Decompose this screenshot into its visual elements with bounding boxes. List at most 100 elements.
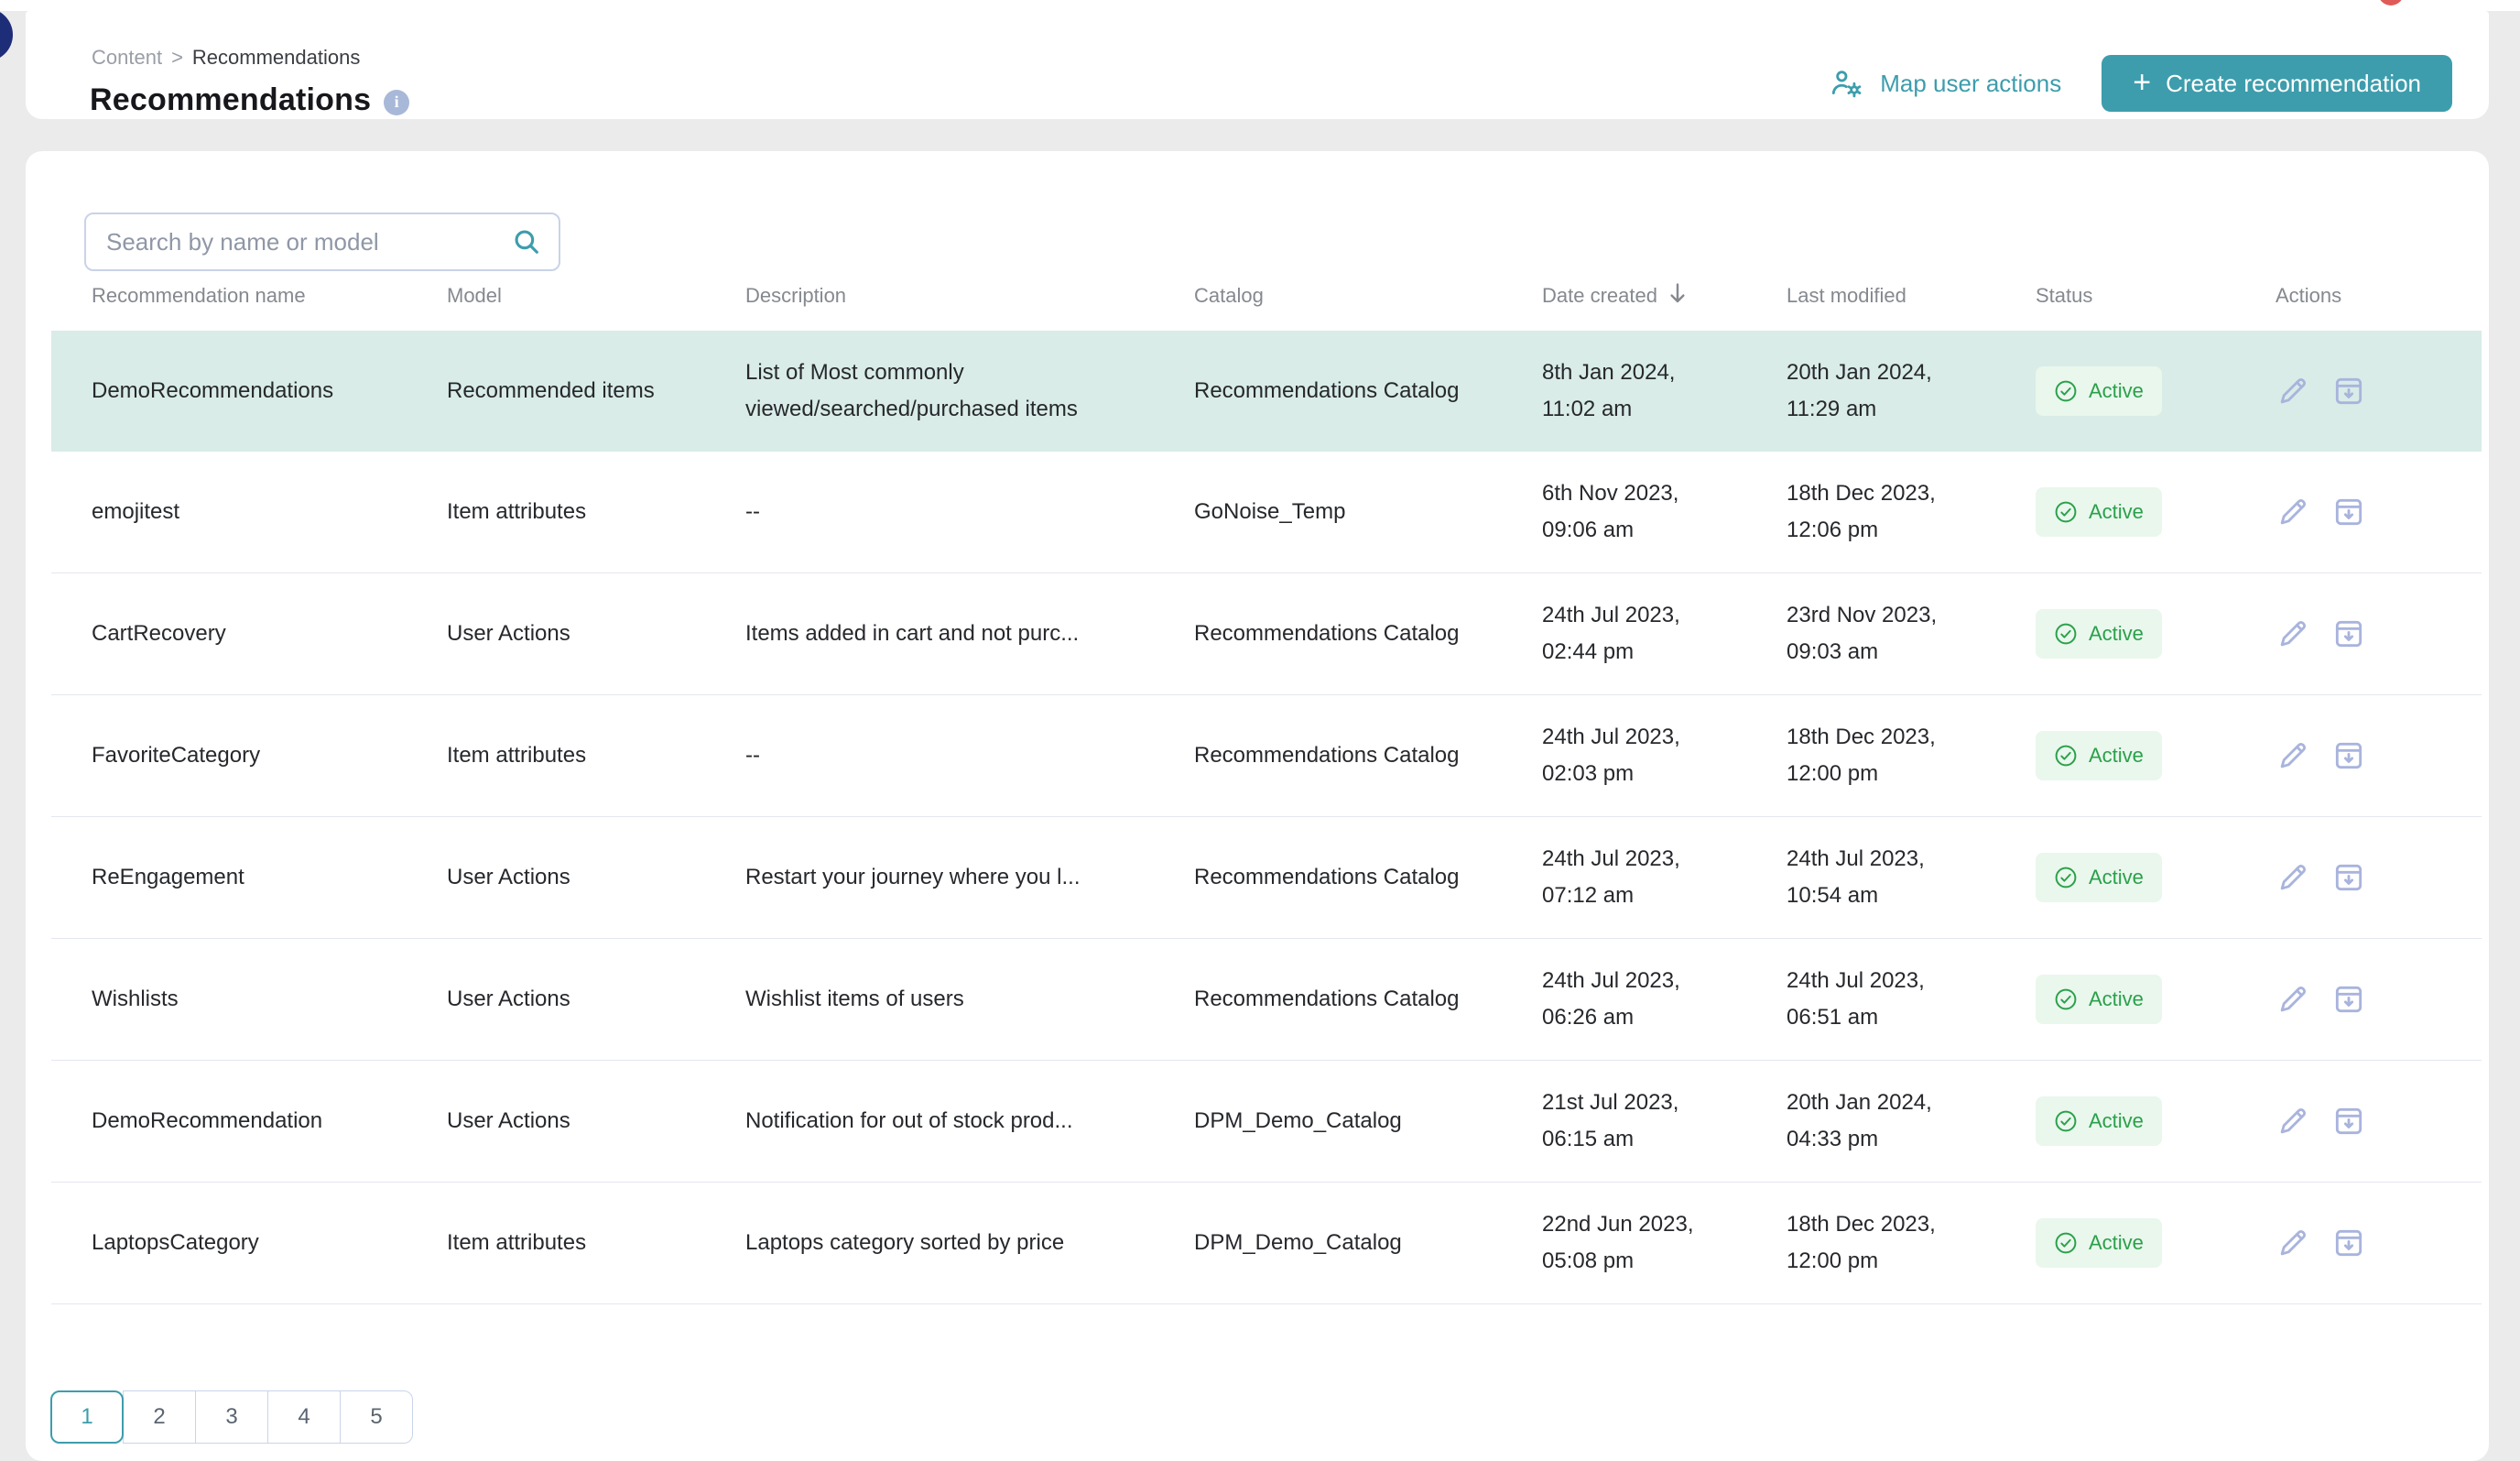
pagination-page-2[interactable]: 2 <box>123 1390 196 1444</box>
edit-pencil-icon[interactable] <box>2276 374 2310 409</box>
column-actions: Actions <box>2276 284 2463 308</box>
sort-descending-icon[interactable] <box>1667 281 1689 311</box>
cell-actions <box>2276 982 2463 1017</box>
cell-model: User Actions <box>447 1108 745 1134</box>
table-row[interactable]: emojitest Item attributes -- GoNoise_Tem… <box>51 452 2482 573</box>
check-circle-icon <box>2054 987 2078 1011</box>
map-user-actions-link[interactable]: Map user actions <box>1829 68 2061 99</box>
table-row[interactable]: DemoRecommendations Recommended items Li… <box>51 331 2482 452</box>
create-recommendation-label: Create recommendation <box>2166 70 2421 98</box>
cell-recommendation-name: Wishlists <box>92 987 447 1012</box>
cell-description: Wishlist items of users <box>745 981 1194 1018</box>
column-model: Model <box>447 284 745 308</box>
table-row[interactable]: FavoriteCategory Item attributes -- Reco… <box>51 695 2482 817</box>
cell-model: Item attributes <box>447 743 745 769</box>
cell-status: Active <box>2036 609 2276 659</box>
info-icon[interactable]: i <box>384 90 409 115</box>
cell-catalog: Recommendations Catalog <box>1194 865 1542 890</box>
edit-pencil-icon[interactable] <box>2276 495 2310 529</box>
cell-catalog: DPM_Demo_Catalog <box>1194 1108 1542 1134</box>
pagination: 12345 <box>50 1390 413 1444</box>
breadcrumb-recommendations: Recommendations <box>192 46 360 70</box>
cell-status: Active <box>2036 366 2276 416</box>
floating-widget-circle[interactable] <box>0 8 13 61</box>
status-badge: Active <box>2036 1096 2162 1146</box>
cell-catalog: Recommendations Catalog <box>1194 987 1542 1012</box>
pagination-page-1[interactable]: 1 <box>50 1390 124 1444</box>
cell-description: Laptops category sorted by price <box>745 1225 1194 1261</box>
cell-actions <box>2276 495 2463 529</box>
check-circle-icon <box>2054 1231 2078 1255</box>
top-bar <box>0 0 2520 11</box>
status-badge: Active <box>2036 609 2162 659</box>
pagination-page-5[interactable]: 5 <box>340 1390 413 1444</box>
edit-pencil-icon[interactable] <box>2276 1226 2310 1260</box>
table-row[interactable]: DemoRecommendation User Actions Notifica… <box>51 1061 2482 1183</box>
edit-pencil-icon[interactable] <box>2276 860 2310 895</box>
status-badge: Active <box>2036 975 2162 1024</box>
breadcrumb-separator: > <box>171 46 183 70</box>
cell-status: Active <box>2036 853 2276 902</box>
cell-actions <box>2276 1104 2463 1139</box>
cell-model: User Actions <box>447 987 745 1012</box>
column-description: Description <box>745 284 1194 308</box>
table-row[interactable]: LaptopsCategory Item attributes Laptops … <box>51 1183 2482 1304</box>
edit-pencil-icon[interactable] <box>2276 982 2310 1017</box>
cell-actions <box>2276 860 2463 895</box>
recommendations-panel: Recommendation name Model Description Ca… <box>26 151 2489 1461</box>
cell-date-created: 24th Jul 2023,07:12 am <box>1542 841 1787 914</box>
check-circle-icon <box>2054 866 2078 889</box>
status-badge: Active <box>2036 487 2162 537</box>
archive-icon[interactable] <box>2330 738 2367 773</box>
user-gear-icon <box>1829 68 1865 99</box>
table-row[interactable]: CartRecovery User Actions Items added in… <box>51 573 2482 695</box>
edit-pencil-icon[interactable] <box>2276 738 2310 773</box>
archive-icon[interactable] <box>2330 1226 2367 1260</box>
archive-icon[interactable] <box>2330 374 2367 409</box>
cell-status: Active <box>2036 487 2276 537</box>
plus-icon: + <box>2133 67 2151 98</box>
cell-model: User Actions <box>447 621 745 647</box>
pagination-page-3[interactable]: 3 <box>195 1390 268 1444</box>
cell-last-modified: 18th Dec 2023,12:00 pm <box>1787 719 2036 792</box>
breadcrumb: Content > Recommendations <box>92 46 360 70</box>
cell-recommendation-name: DemoRecommendation <box>92 1108 447 1134</box>
status-badge: Active <box>2036 731 2162 780</box>
column-date-created[interactable]: Date created <box>1542 281 1787 311</box>
search-icon[interactable] <box>511 226 542 262</box>
page-header: Content > Recommendations Recommendation… <box>26 11 2489 119</box>
edit-pencil-icon[interactable] <box>2276 616 2310 651</box>
edit-pencil-icon[interactable] <box>2276 1104 2310 1139</box>
cell-description: List of Most commonly viewed/searched/pu… <box>745 354 1194 428</box>
cell-date-created: 6th Nov 2023,09:06 am <box>1542 475 1787 549</box>
cell-last-modified: 24th Jul 2023,10:54 am <box>1787 841 2036 914</box>
cell-model: Item attributes <box>447 1230 745 1256</box>
page-title: Recommendations <box>90 82 371 118</box>
cell-date-created: 21st Jul 2023,06:15 am <box>1542 1085 1787 1158</box>
cell-description: -- <box>745 494 1194 530</box>
cell-description: Items added in cart and not purc... <box>745 616 1194 652</box>
table-row[interactable]: ReEngagement User Actions Restart your j… <box>51 817 2482 939</box>
column-catalog: Catalog <box>1194 284 1542 308</box>
cell-recommendation-name: CartRecovery <box>92 621 447 647</box>
archive-icon[interactable] <box>2330 982 2367 1017</box>
cell-description: Notification for out of stock prod... <box>745 1103 1194 1139</box>
pagination-page-4[interactable]: 4 <box>267 1390 341 1444</box>
breadcrumb-content[interactable]: Content <box>92 46 162 70</box>
search-input[interactable] <box>84 213 560 271</box>
cell-catalog: Recommendations Catalog <box>1194 621 1542 647</box>
archive-icon[interactable] <box>2330 860 2367 895</box>
table-header-row: Recommendation name Model Description Ca… <box>51 261 2482 331</box>
cell-actions <box>2276 616 2463 651</box>
create-recommendation-button[interactable]: + Create recommendation <box>2102 55 2452 112</box>
table-row[interactable]: Wishlists User Actions Wishlist items of… <box>51 939 2482 1061</box>
check-circle-icon <box>2054 379 2078 403</box>
cell-model: Recommended items <box>447 378 745 404</box>
cell-actions <box>2276 374 2463 409</box>
archive-icon[interactable] <box>2330 616 2367 651</box>
archive-icon[interactable] <box>2330 495 2367 529</box>
column-recommendation-name: Recommendation name <box>92 284 447 308</box>
cell-date-created: 24th Jul 2023,02:03 pm <box>1542 719 1787 792</box>
cell-recommendation-name: DemoRecommendations <box>92 378 447 404</box>
archive-icon[interactable] <box>2330 1104 2367 1139</box>
